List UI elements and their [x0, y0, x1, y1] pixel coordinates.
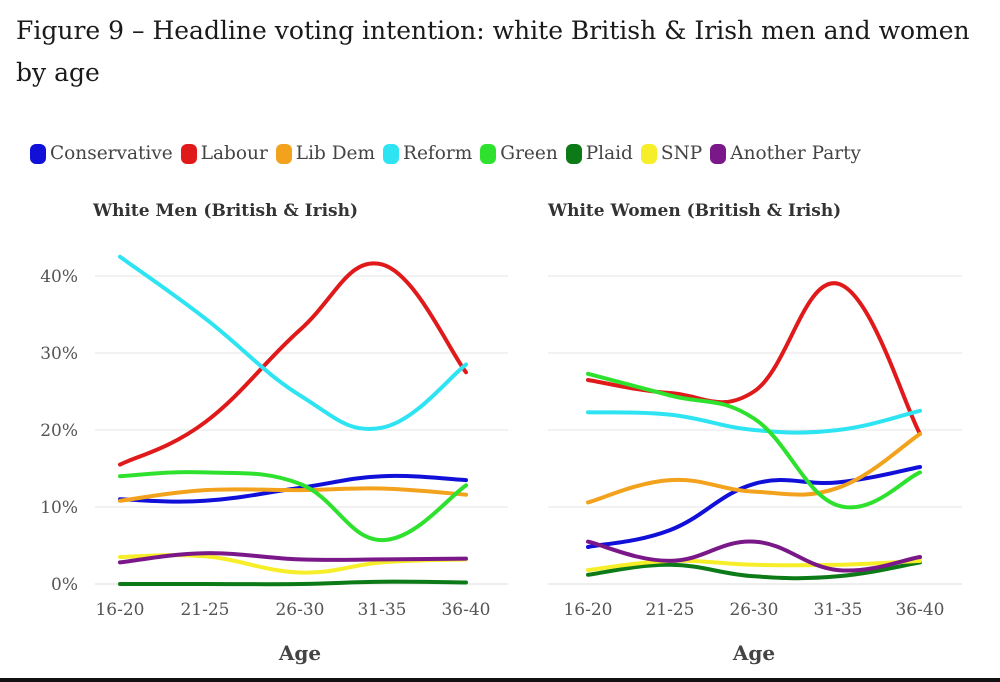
x-axis-label-women: Age — [732, 641, 775, 665]
series-line-women-snp[interactable] — [586, 558, 922, 573]
legend-swatch-conservative — [30, 143, 46, 164]
y-tick-label-0: 0% — [51, 575, 78, 595]
x-tick-label-men-1: 21-25 — [180, 600, 229, 620]
series-line-men-conservative[interactable] — [118, 473, 468, 504]
legend-label-another-party: Another Party — [730, 143, 862, 164]
legend-swatch-snp — [640, 143, 657, 164]
y-tick-label-1: 10% — [40, 498, 78, 518]
legend-swatch-lib-dem — [275, 143, 292, 164]
x-tick-label-women-4: 36-40 — [895, 600, 944, 620]
series-line-women-green[interactable] — [586, 371, 922, 510]
legend-item-conservative[interactable]: Conservative — [30, 143, 173, 164]
legend-item-another-party[interactable]: Another Party — [710, 143, 861, 164]
chart-legend: Conservative Labour Lib Dem Reform Green… — [30, 143, 869, 164]
x-tick-label-men-0: 16-20 — [95, 600, 144, 620]
series-line-men-plaid[interactable] — [118, 579, 468, 587]
legend-label-conservative: Conservative — [50, 143, 173, 164]
legend-item-green[interactable]: Green — [480, 143, 558, 164]
legend-label-green: Green — [500, 143, 558, 164]
x-tick-label-men-3: 31-35 — [357, 600, 406, 620]
y-tick-label-2: 20% — [40, 421, 78, 441]
legend-label-snp: SNP — [660, 143, 703, 164]
series-line-men-green[interactable] — [118, 470, 468, 543]
legend-label-lib-dem: Lib Dem — [295, 143, 376, 164]
legend-swatch-green — [480, 143, 497, 164]
figure-title: Figure 9 – Headline voting intention: wh… — [16, 16, 970, 87]
legend-swatch-labour — [180, 143, 197, 164]
legend-label-labour: Labour — [200, 143, 268, 164]
x-tick-label-women-2: 26-30 — [729, 600, 778, 620]
series-line-men-labour[interactable] — [118, 261, 468, 467]
bottom-rule — [0, 678, 1000, 682]
x-tick-label-women-0: 16-20 — [563, 600, 612, 620]
legend-item-snp[interactable]: SNP — [640, 143, 703, 164]
y-tick-label-3: 30% — [40, 344, 78, 364]
panel-title-men: White Men (British & Irish) — [92, 201, 358, 221]
series-line-women-reform[interactable] — [586, 408, 922, 435]
x-tick-label-men-4: 36-40 — [441, 600, 490, 620]
series-line-men-reform[interactable] — [118, 254, 468, 431]
series-line-women-another-party[interactable] — [586, 539, 922, 573]
legend-swatch-reform — [383, 143, 400, 164]
legend-swatch-plaid — [565, 143, 582, 164]
series-line-women-plaid[interactable] — [586, 560, 922, 581]
x-axis-label-men: Age — [278, 641, 321, 665]
legend-label-reform: Reform — [403, 143, 473, 164]
legend-item-lib-dem[interactable]: Lib Dem — [275, 143, 376, 164]
legend-item-labour[interactable]: Labour — [180, 143, 268, 164]
x-tick-label-women-3: 31-35 — [813, 600, 862, 620]
series-line-women-conservative[interactable] — [586, 465, 922, 549]
x-tick-label-men-2: 26-30 — [275, 600, 324, 620]
y-tick-label-4: 40% — [40, 267, 78, 287]
series-line-men-lib-dem[interactable] — [118, 486, 468, 503]
series-line-men-another-party[interactable] — [118, 551, 468, 565]
legend-label-plaid: Plaid — [585, 143, 633, 164]
legend-swatch-another-party — [710, 143, 727, 164]
series-line-women-lib-dem[interactable] — [586, 431, 922, 505]
x-tick-label-women-1: 21-25 — [645, 600, 694, 620]
legend-item-reform[interactable]: Reform — [383, 143, 472, 164]
panel-title-women: White Women (British & Irish) — [547, 201, 841, 221]
legend-item-plaid[interactable]: Plaid — [565, 143, 633, 164]
